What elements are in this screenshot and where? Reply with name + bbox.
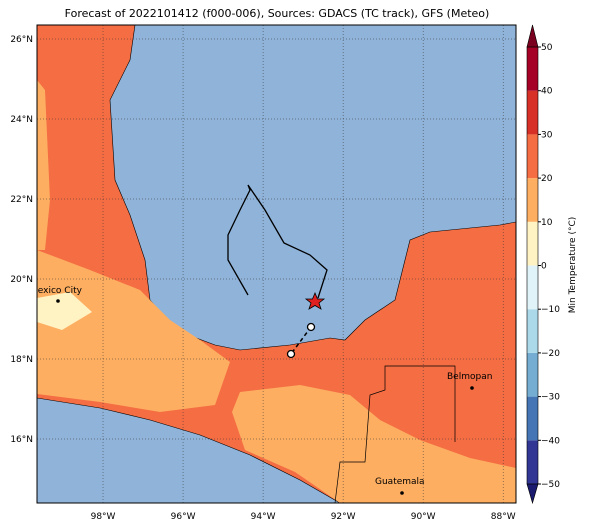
colorbar-tick-label: −10 (541, 305, 560, 315)
colorbar-bin (527, 265, 538, 310)
colorbar-tick-label: −40 (541, 436, 560, 446)
city-label: Guatemala (375, 477, 425, 487)
city-label: Mexico City (30, 286, 83, 296)
colorbar-bin (527, 221, 538, 266)
colorbar-tick-label: 20 (541, 174, 553, 184)
storm-position (304, 291, 326, 310)
temp-region (37, 80, 50, 250)
colorbar-bin (527, 47, 538, 91)
lat-tick-label: 16°N (10, 435, 33, 445)
storm-track (227, 184, 328, 299)
colorbar-tick-label: 0 (541, 262, 547, 272)
colorbar-bin (527, 396, 538, 441)
colorbar-bin (527, 134, 538, 179)
lon-tick-label: 90°W (411, 512, 436, 522)
track-point (306, 322, 316, 332)
colorbar-bin (527, 352, 538, 397)
city-dot (400, 491, 404, 495)
colorbar-tick-label: −30 (541, 393, 560, 403)
lat-tick-label: 24°N (10, 115, 33, 125)
colorbar-tick-label: 10 (541, 218, 553, 228)
colorbar-label: Min Temperature (°C) (568, 217, 578, 314)
colorbar-extend (526, 24, 539, 48)
colorbar-tick-label: −20 (541, 349, 560, 359)
temp-region (232, 385, 516, 503)
map-area: Mexico City Belmopan Guatemala (30, 25, 516, 503)
temp-region (37, 250, 230, 412)
track-forecast (290, 326, 312, 355)
lat-tick-label: 20°N (10, 275, 33, 285)
border (334, 365, 456, 503)
city-dot (56, 299, 60, 303)
colorbar-extend (526, 483, 539, 505)
colorbar-tick-label: −50 (541, 480, 560, 490)
lon-tick-label: 98°W (91, 512, 116, 522)
map-frame (36, 24, 517, 504)
lat-tick-label: 18°N (10, 355, 33, 365)
lat-tick-label: 26°N (10, 35, 33, 45)
lat-tick-label: 22°N (10, 195, 33, 205)
colorbar-tick-label: 50 (541, 43, 553, 53)
city-dot (470, 386, 474, 390)
city-label: Belmopan (447, 372, 492, 382)
colorbar-bin (527, 90, 538, 135)
colorbar-tick-label: 40 (541, 87, 553, 97)
lon-tick-label: 96°W (171, 512, 196, 522)
lon-tick-label: 92°W (331, 512, 356, 522)
temp-region (37, 292, 92, 330)
track-point (286, 349, 296, 359)
title: Forecast of 2022101412 (f000-006), Sourc… (65, 7, 490, 20)
colorbar-tick-label: 30 (541, 130, 553, 140)
colorbar-bin (527, 309, 538, 353)
lon-tick-label: 88°W (491, 512, 516, 522)
colorbar-bin (527, 440, 538, 484)
lon-tick-label: 94°W (251, 512, 276, 522)
colorbar-bin (527, 178, 538, 222)
